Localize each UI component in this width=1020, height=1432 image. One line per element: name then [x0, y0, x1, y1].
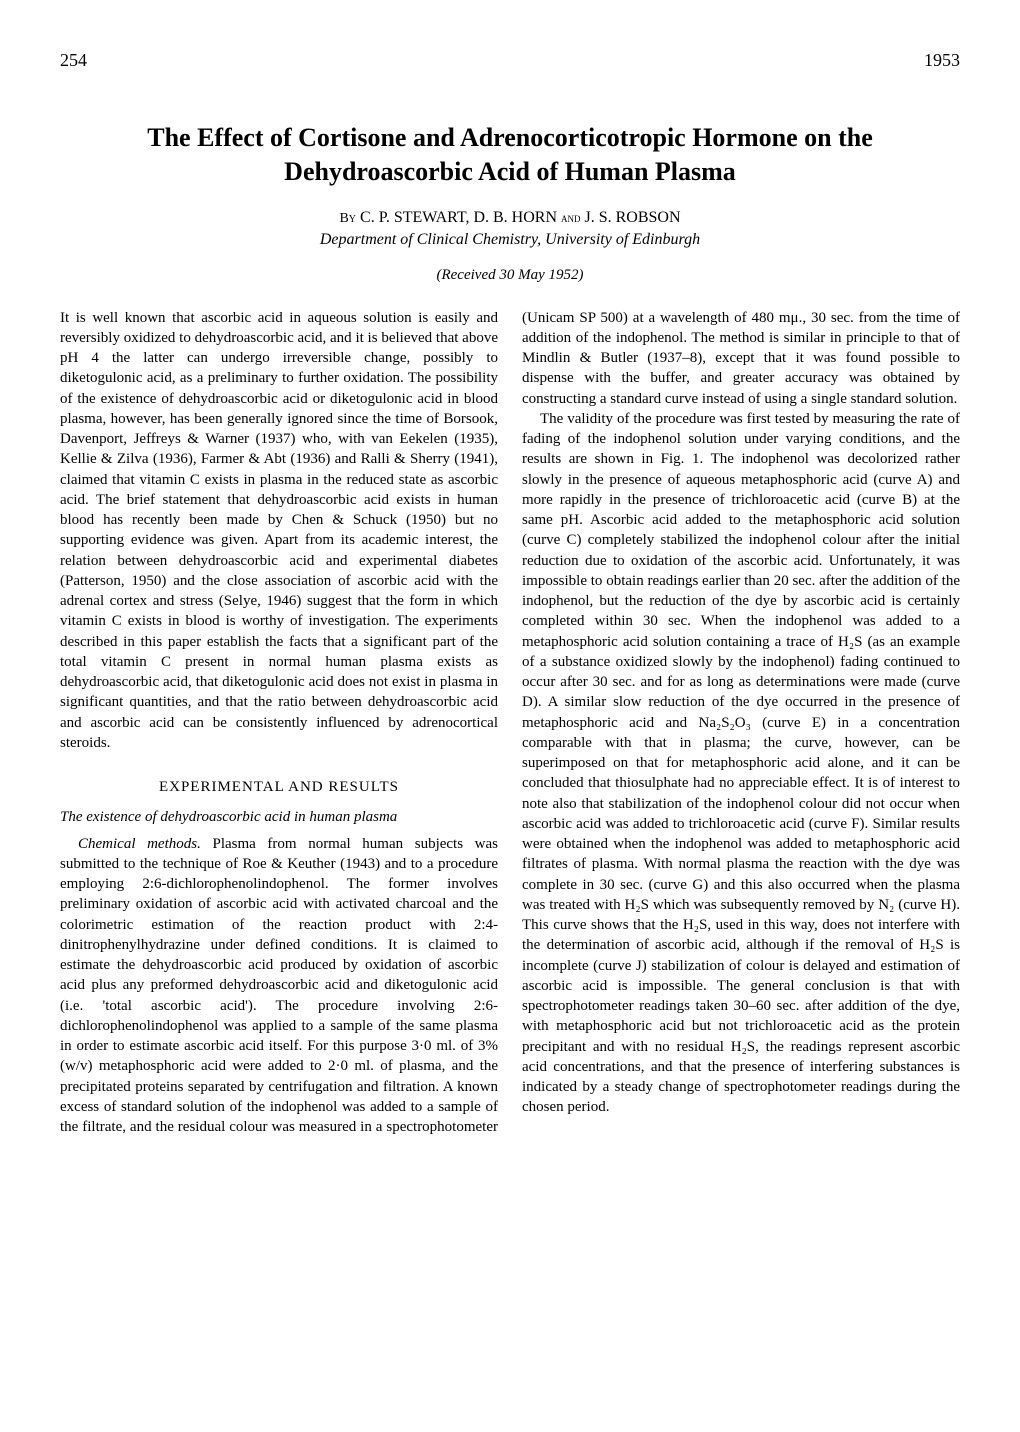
affiliation: Department of Clinical Chemistry, Univer…	[60, 231, 960, 249]
intro-paragraph: It is well known that ascorbic acid in a…	[60, 308, 498, 754]
byline: By C. P. STEWART, D. B. HORN and J. S. R…	[60, 209, 960, 227]
subsection-heading-existence: The existence of dehydroascorbic acid in…	[60, 807, 498, 827]
byline-and: and	[561, 210, 581, 225]
methods-paragraph-2: The validity of the procedure was first …	[522, 409, 960, 1118]
received-date: (Received 30 May 1952)	[60, 267, 960, 284]
section-heading-experimental: EXPERIMENTAL AND RESULTS	[60, 777, 498, 797]
methods-label: Chemical methods.	[78, 836, 201, 852]
byline-last-author: J. S. ROBSON	[585, 209, 681, 226]
byline-authors: C. P. STEWART, D. B. HORN	[360, 209, 557, 226]
body-columns: It is well known that ascorbic acid in a…	[60, 308, 960, 1138]
page-year: 1953	[924, 50, 960, 71]
page-number: 254	[60, 50, 87, 71]
page-header: 254 1953	[60, 50, 960, 71]
article-title: The Effect of Cortisone and Adrenocortic…	[60, 121, 960, 189]
byline-by: By	[339, 211, 356, 226]
